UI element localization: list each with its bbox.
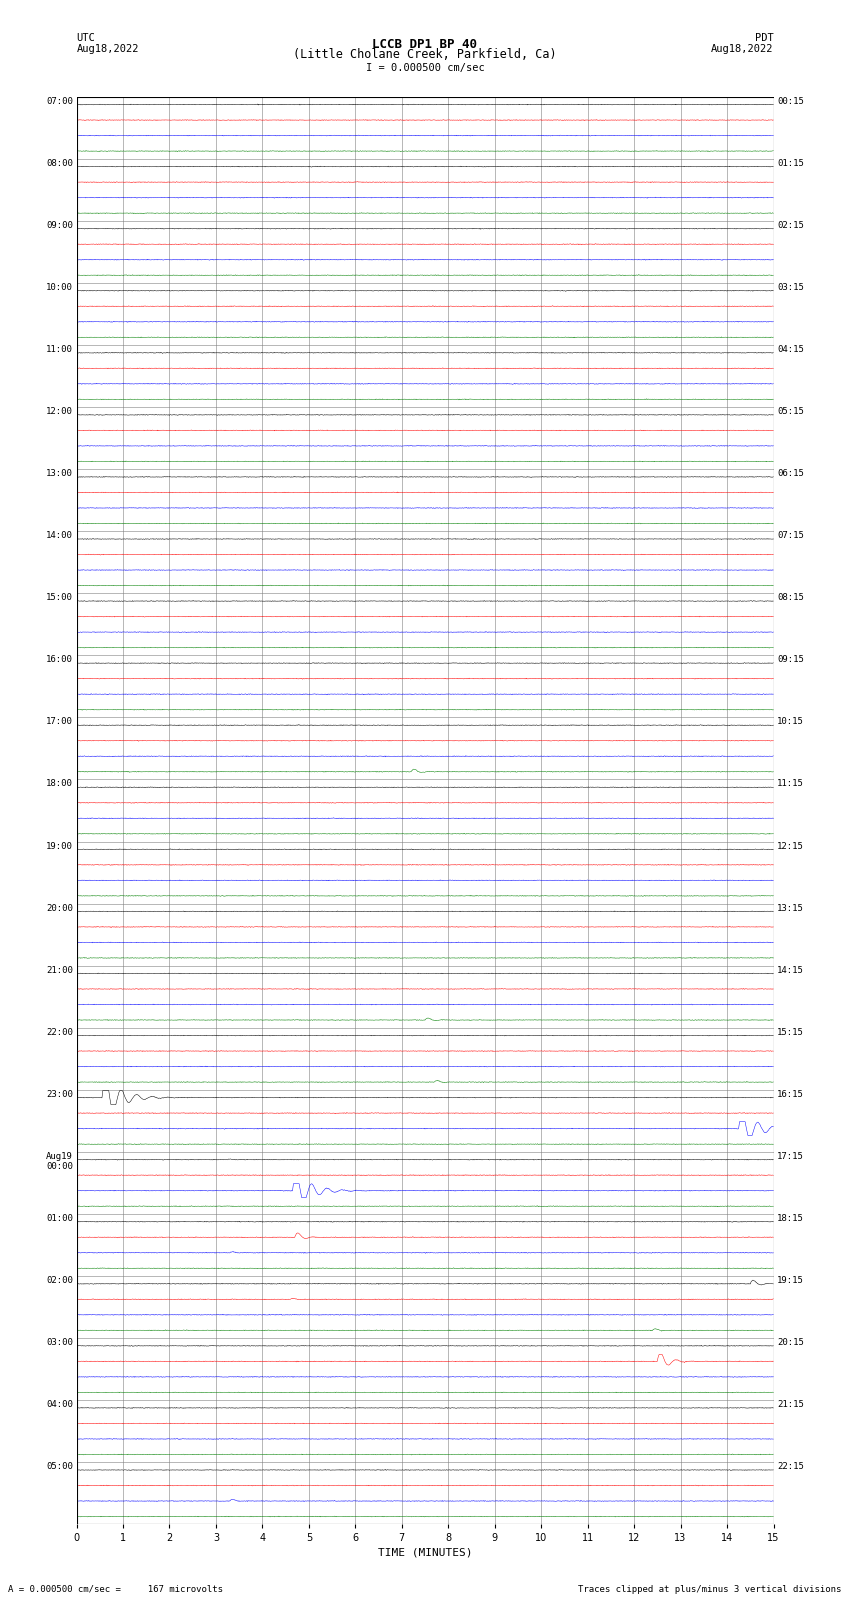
Text: 02:15: 02:15 <box>777 221 804 231</box>
Text: 12:00: 12:00 <box>46 406 73 416</box>
Text: 20:00: 20:00 <box>46 903 73 913</box>
Text: 01:15: 01:15 <box>777 158 804 168</box>
Text: 08:00: 08:00 <box>46 158 73 168</box>
Text: 15:15: 15:15 <box>777 1027 804 1037</box>
Text: 03:15: 03:15 <box>777 282 804 292</box>
Text: 18:15: 18:15 <box>777 1215 804 1223</box>
Text: 01:00: 01:00 <box>46 1215 73 1223</box>
Text: 16:15: 16:15 <box>777 1090 804 1098</box>
Text: 11:00: 11:00 <box>46 345 73 353</box>
Text: 05:15: 05:15 <box>777 406 804 416</box>
Text: Aug18,2022: Aug18,2022 <box>76 44 139 53</box>
Text: 05:00: 05:00 <box>46 1463 73 1471</box>
Text: 07:00: 07:00 <box>46 97 73 106</box>
Text: 21:15: 21:15 <box>777 1400 804 1410</box>
Text: 09:15: 09:15 <box>777 655 804 665</box>
Text: 22:00: 22:00 <box>46 1027 73 1037</box>
Text: 04:15: 04:15 <box>777 345 804 353</box>
Text: 22:15: 22:15 <box>777 1463 804 1471</box>
Text: Aug19
00:00: Aug19 00:00 <box>46 1152 73 1171</box>
Text: 20:15: 20:15 <box>777 1339 804 1347</box>
Text: 14:00: 14:00 <box>46 531 73 540</box>
Text: I = 0.000500 cm/sec: I = 0.000500 cm/sec <box>366 63 484 73</box>
Text: A = 0.000500 cm/sec =     167 microvolts: A = 0.000500 cm/sec = 167 microvolts <box>8 1584 224 1594</box>
Text: 00:15: 00:15 <box>777 97 804 106</box>
Text: 13:00: 13:00 <box>46 469 73 477</box>
Text: 17:00: 17:00 <box>46 718 73 726</box>
Text: 18:00: 18:00 <box>46 779 73 789</box>
Text: 21:00: 21:00 <box>46 966 73 974</box>
Text: 13:15: 13:15 <box>777 903 804 913</box>
Text: 10:00: 10:00 <box>46 282 73 292</box>
Text: 09:00: 09:00 <box>46 221 73 231</box>
Text: 23:00: 23:00 <box>46 1090 73 1098</box>
Text: Traces clipped at plus/minus 3 vertical divisions: Traces clipped at plus/minus 3 vertical … <box>578 1584 842 1594</box>
Text: Aug18,2022: Aug18,2022 <box>711 44 774 53</box>
Text: 04:00: 04:00 <box>46 1400 73 1410</box>
Text: UTC: UTC <box>76 32 95 44</box>
Text: 11:15: 11:15 <box>777 779 804 789</box>
Text: 10:15: 10:15 <box>777 718 804 726</box>
Text: 16:00: 16:00 <box>46 655 73 665</box>
Text: (Little Cholane Creek, Parkfield, Ca): (Little Cholane Creek, Parkfield, Ca) <box>293 48 557 61</box>
Text: PDT: PDT <box>755 32 774 44</box>
X-axis label: TIME (MINUTES): TIME (MINUTES) <box>377 1547 473 1558</box>
Text: 07:15: 07:15 <box>777 531 804 540</box>
Text: 14:15: 14:15 <box>777 966 804 974</box>
Text: 17:15: 17:15 <box>777 1152 804 1161</box>
Text: 03:00: 03:00 <box>46 1339 73 1347</box>
Text: 15:00: 15:00 <box>46 594 73 602</box>
Text: 19:00: 19:00 <box>46 842 73 850</box>
Text: LCCB DP1 BP 40: LCCB DP1 BP 40 <box>372 37 478 50</box>
Text: 06:15: 06:15 <box>777 469 804 477</box>
Text: 08:15: 08:15 <box>777 594 804 602</box>
Text: 02:00: 02:00 <box>46 1276 73 1286</box>
Text: 19:15: 19:15 <box>777 1276 804 1286</box>
Text: 12:15: 12:15 <box>777 842 804 850</box>
